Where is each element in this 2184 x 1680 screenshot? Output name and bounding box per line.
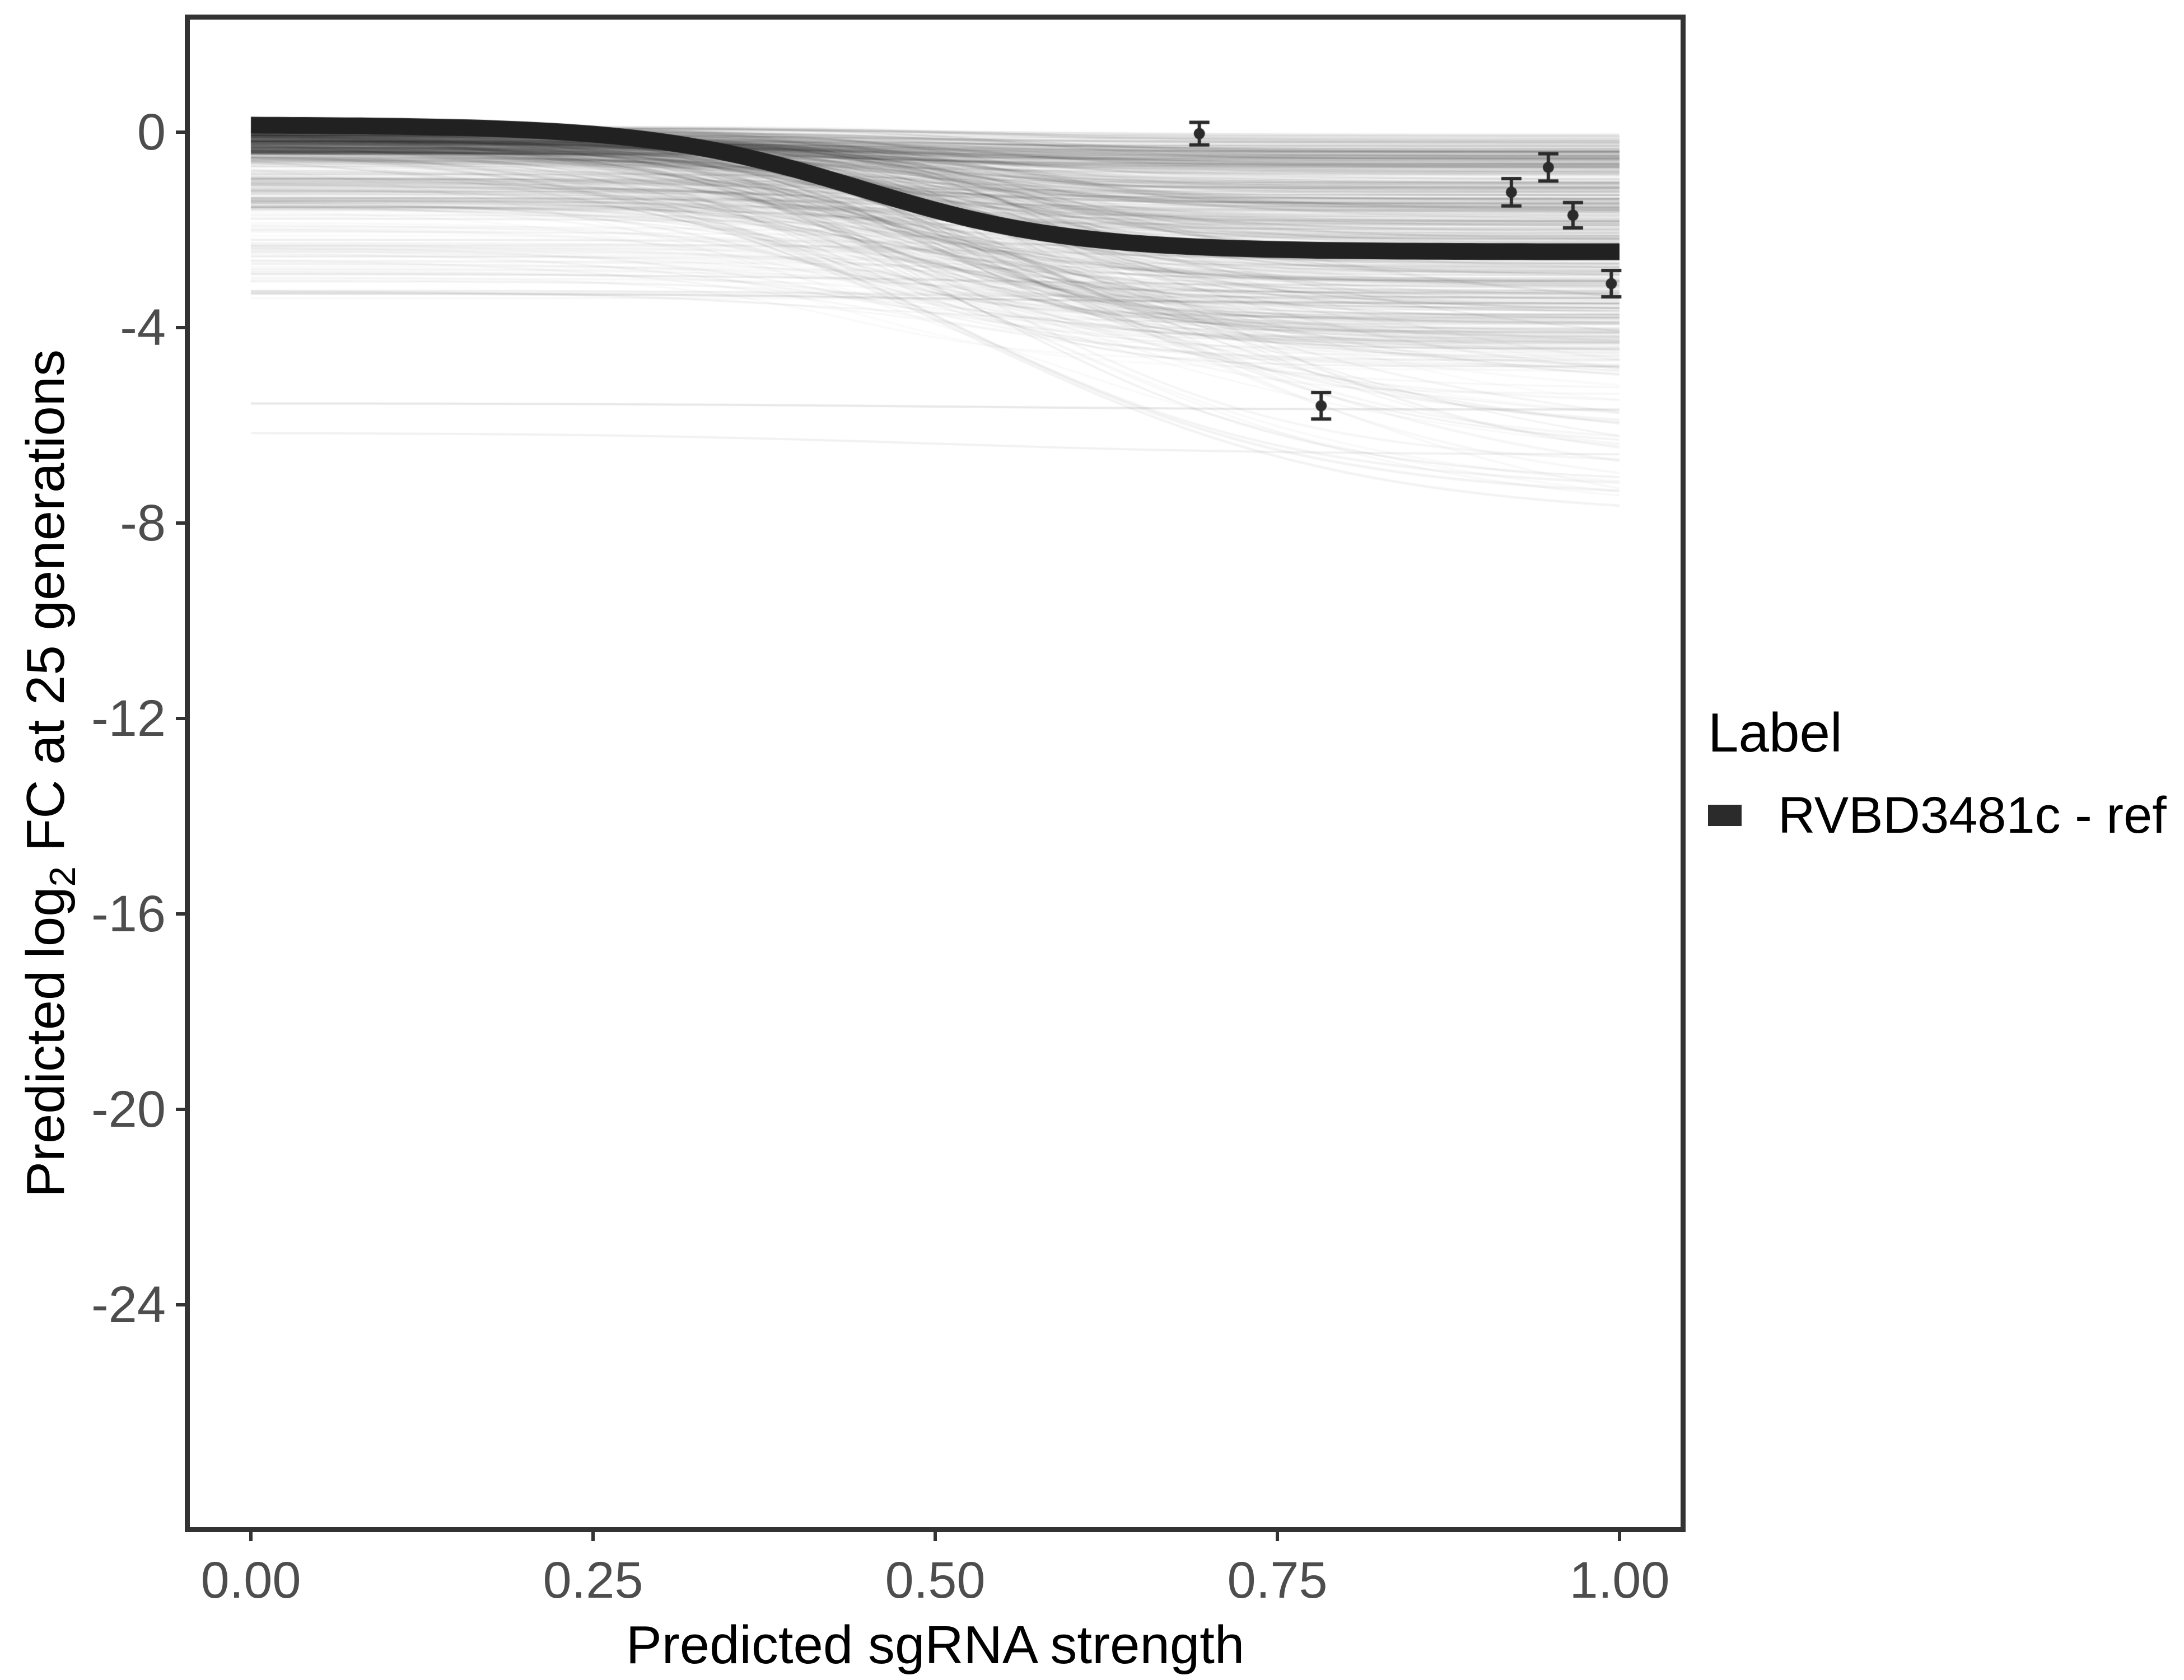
x-tick-label: 0.50 (885, 1552, 986, 1609)
x-tick-mark (934, 1532, 937, 1541)
x-tick-label: 0.00 (200, 1552, 301, 1609)
x-tick-label: 0.25 (543, 1552, 643, 1609)
y-axis-title-post: FC at 25 generations (16, 349, 76, 867)
y-tick-mark (176, 717, 185, 720)
x-tick-label: 0.75 (1227, 1552, 1328, 1609)
legend-title: Label (1708, 702, 1842, 763)
y-tick-mark (176, 130, 185, 134)
y-tick-label: -12 (91, 690, 166, 747)
y-axis-title-sub: 2 (42, 866, 83, 887)
legend-entry-label: RVBD3481c - ref (1778, 787, 2167, 844)
x-tick-mark (1618, 1532, 1621, 1541)
x-tick-label: 1.00 (1569, 1552, 1670, 1609)
y-tick-label: 0 (137, 104, 166, 161)
plot-panel (185, 15, 1686, 1532)
y-tick-label: -20 (91, 1081, 166, 1138)
y-axis-title: Predictedlog2 FC at 25 generations (16, 349, 83, 1197)
y-tick-label: -24 (91, 1276, 166, 1333)
y-tick-label: -4 (120, 299, 166, 356)
y-tick-label: -8 (120, 494, 166, 552)
legend: Label RVBD3481c - ref (1708, 703, 2167, 843)
y-tick-mark (176, 912, 185, 916)
y-tick-label: -16 (91, 885, 166, 942)
plot-canvas (190, 20, 1681, 1527)
y-tick-mark (176, 1108, 185, 1111)
y-tick-mark (176, 1303, 185, 1306)
legend-key-swatch (1708, 805, 1742, 826)
legend-entry: RVBD3481c - ref (1708, 787, 2167, 843)
x-axis-title: Predicted sgRNA strength (626, 1615, 1245, 1675)
x-tick-mark (591, 1532, 595, 1541)
x-tick-mark (1276, 1532, 1279, 1541)
y-tick-mark (176, 326, 185, 329)
x-tick-mark (249, 1532, 253, 1541)
y-tick-mark (176, 521, 185, 525)
